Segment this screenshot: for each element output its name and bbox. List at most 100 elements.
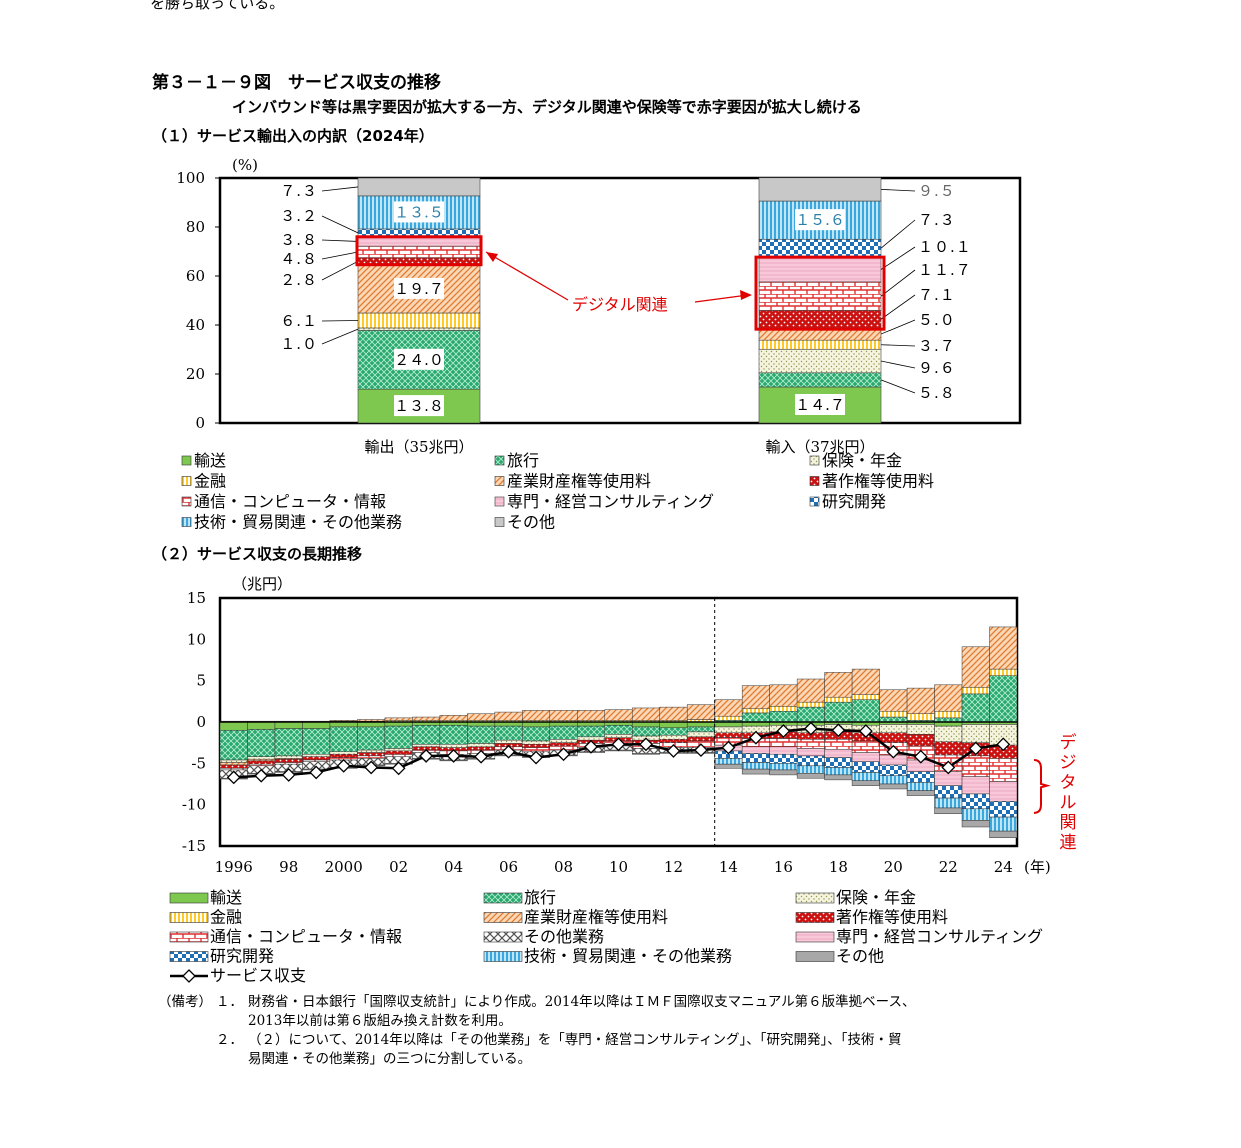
leader-line (880, 379, 916, 394)
y-tick-label: 0 (195, 414, 205, 432)
note-line: 易関連・その他業務」の三つに分割している。 (158, 1050, 1158, 1069)
bar-segment (412, 716, 441, 721)
data-label: ３.８ (280, 231, 318, 249)
service-balance-point (611, 737, 626, 752)
bar-segment (989, 801, 1018, 818)
x-tick-label: 02 (389, 858, 408, 876)
bar-segment (604, 734, 633, 738)
annotation-arrowhead (740, 290, 752, 300)
bar-segment (824, 672, 853, 698)
bar-segment (686, 726, 715, 733)
legend-swatch (494, 476, 505, 486)
legend-label: 産業財産権等使用料 (524, 908, 668, 927)
bar-segment (824, 757, 853, 768)
figure-title: 第３－１－９図 サービス収支の推移 (152, 73, 441, 93)
bar-segment (758, 238, 882, 258)
bar-segment (714, 699, 743, 717)
legend-swatch (181, 496, 192, 507)
bar-segment (494, 739, 523, 744)
bar-segment (989, 816, 1018, 832)
legend-swatch (494, 455, 505, 466)
bar-segment (329, 753, 358, 758)
service-balance-point (968, 741, 983, 756)
x-category-label: 輸入（37兆円） (765, 438, 874, 456)
bar-segment (384, 725, 413, 749)
bar-segment (796, 701, 825, 708)
bar-segment (758, 310, 882, 329)
bar-segment (549, 742, 578, 747)
bar-segment (522, 740, 551, 745)
legend-label: 産業財産権等使用料 (507, 472, 651, 491)
figure-subtitle: インバウンド等は黒字要因が拡大する一方、デジタル関連や保険等で赤字要因が拡大し続… (232, 98, 862, 116)
bar-segment (879, 732, 908, 743)
bar-segment (879, 764, 908, 776)
y-tick-label: -10 (182, 796, 206, 814)
bar-segment (439, 725, 468, 745)
leader-line (321, 239, 359, 242)
legend-swatch (181, 517, 192, 527)
bar-segment (549, 725, 578, 740)
digital-annotation-char: ル (1060, 793, 1077, 813)
bar-segment (329, 751, 358, 755)
y-tick-label: 20 (186, 365, 205, 383)
service-balance-point (226, 770, 241, 785)
data-label: ２.８ (280, 271, 318, 289)
x-tick-label: 1996 (215, 858, 253, 876)
annotation-arrowhead (486, 252, 498, 262)
bar-segment (604, 709, 633, 721)
bar-segment (274, 721, 303, 729)
bar-segment (741, 712, 770, 723)
data-label: ４.８ (280, 250, 318, 268)
bar-segment (384, 753, 413, 757)
service-balance-point (748, 730, 763, 745)
bar-segment (329, 726, 358, 753)
y-tick-label: 100 (176, 169, 205, 187)
data-label: １９.７ (394, 280, 444, 298)
leader-line (321, 320, 359, 322)
legend-swatch (181, 476, 192, 486)
bar-segment (274, 758, 303, 763)
bar-segment (577, 736, 606, 741)
bar-segment (741, 762, 770, 770)
legend-swatch (795, 951, 835, 962)
notes: （備考） １． 財務省・日本銀行「国際収支統計」により作成。2014年以降はＩＭ… (158, 993, 1158, 1069)
service-balance-point (941, 760, 956, 775)
bar-segment (989, 675, 1018, 723)
legend-marker (182, 969, 196, 983)
bar-segment (769, 684, 798, 707)
bar-segment (961, 776, 990, 795)
bar-segment (758, 348, 882, 374)
bar-segment (384, 717, 413, 721)
bar-segment (219, 759, 248, 763)
bar-segment (714, 715, 743, 721)
bar-segment (604, 725, 633, 735)
legend-label: 旅行 (507, 451, 539, 470)
data-label: ５.０ (918, 311, 956, 329)
legend-label: 研究開発 (822, 492, 886, 511)
bar-segment (522, 710, 551, 721)
bar-segment (219, 730, 248, 761)
data-label-bg (394, 201, 444, 223)
bar-segment (302, 756, 331, 761)
bar-segment (796, 706, 825, 723)
bar-segment (247, 756, 276, 760)
leader-line (880, 360, 916, 369)
bar-segment (219, 721, 248, 731)
note-number: ２． (216, 1032, 243, 1048)
bar-segment (769, 738, 798, 748)
legend-swatch (169, 892, 209, 904)
data-label-bg (394, 277, 444, 299)
bar-segment (467, 746, 496, 751)
legend-swatch (494, 496, 505, 507)
leader-line (880, 344, 916, 347)
bar-segment (824, 701, 853, 723)
bar-segment (851, 772, 880, 781)
service-balance-point (803, 721, 818, 736)
bar-segment (796, 678, 825, 703)
bar-segment (329, 720, 358, 722)
y-tick-label: 15 (187, 589, 206, 607)
service-balance-point (913, 749, 928, 764)
y-tick-label: 80 (186, 218, 205, 236)
bar-segment (769, 746, 798, 755)
x-tick-label: 08 (554, 858, 573, 876)
